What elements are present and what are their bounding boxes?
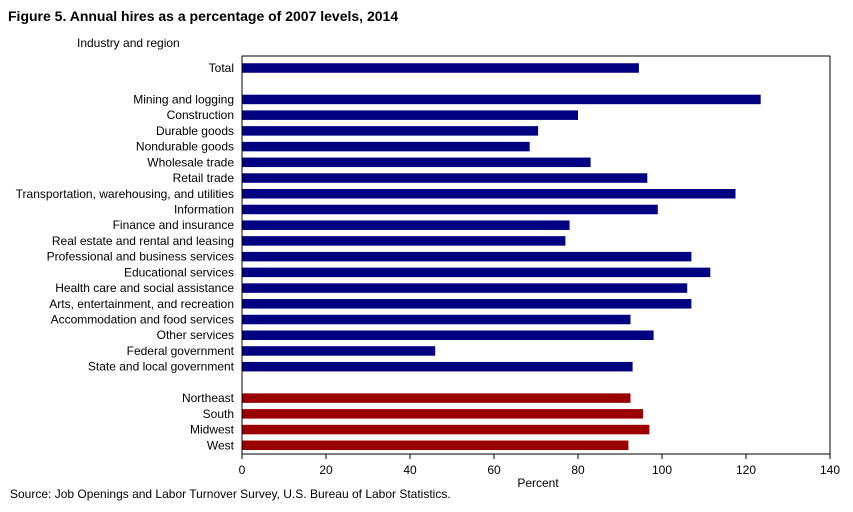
bar-federal-government [242,346,436,356]
bar-real-estate-and-rental-and-leasing [242,236,566,246]
x-tick-label-20: 20 [319,463,333,477]
bar-construction [242,110,578,120]
bar-health-care-and-social-assistance [242,283,688,293]
x-tick-label-140: 140 [820,463,840,477]
x-tick-label-100: 100 [652,463,672,477]
category-label-accommodation-and-food-services: Accommodation and food services [51,313,234,327]
category-labels-group: Total Mining and logging Construction Durab… [16,61,235,452]
bar-finance-and-insurance [242,220,570,230]
x-axis-ticks-group: 0 20 40 60 80 100 120 140 [239,454,840,477]
bar-professional-and-business-services [242,251,692,262]
x-tick-label-0: 0 [239,463,246,477]
category-label-arts-entertainment-and-recreation: Arts, entertainment, and recreation [49,297,234,311]
bar-arts-entertainment-and-recreation [242,299,692,309]
category-label-construction: Construction [167,108,234,122]
bar-south [242,409,644,419]
bars-group [242,63,761,451]
bar-wholesale-trade [242,157,591,168]
category-label-federal-government: Federal government [127,344,235,358]
source-note: Source: Job Openings and Labor Turnover … [10,487,451,501]
category-label-educational-services: Educational services [124,265,234,279]
bar-west [242,440,629,451]
bar-total [242,63,639,73]
category-label-northeast: Northeast [182,391,235,405]
category-label-wholesale-trade: Wholesale trade [147,155,234,169]
category-label-mining-and-logging: Mining and logging [133,92,234,106]
category-label-west: West [207,438,235,452]
category-label-finance-and-insurance: Finance and insurance [113,218,235,232]
bar-nondurable-goods [242,141,530,152]
bar-transportation-warehousing-and-utilities [242,189,736,199]
x-tick-label-40: 40 [403,463,417,477]
x-tick-label-60: 60 [487,463,501,477]
category-label-professional-and-business-services: Professional and business services [47,250,234,264]
bar-mining-and-logging [242,94,761,105]
bar-other-services [242,330,654,340]
bar-durable-goods [242,126,539,136]
category-label-information: Information [174,202,234,216]
category-label-south: South [203,407,234,421]
bar-accommodation-and-food-services [242,314,631,325]
bar-retail-trade [242,173,648,183]
category-label-state-and-local-government: State and local government [88,360,235,374]
x-axis-label: Percent [517,476,559,490]
bar-information [242,204,658,215]
category-label-total: Total [209,61,234,75]
chart-title: Figure 5. Annual hires as a percentage o… [8,8,399,24]
category-label-retail-trade: Retail trade [173,171,235,185]
bar-state-and-local-government [242,361,633,372]
x-tick-label-80: 80 [571,463,585,477]
category-label-midwest: Midwest [190,423,235,437]
bar-midwest [242,424,650,435]
category-label-other-services: Other services [157,328,234,342]
bar-educational-services [242,267,711,278]
category-label-nondurable-goods: Nondurable goods [136,140,234,154]
category-label-health-care-and-social-assistance: Health care and social assistance [55,281,234,295]
category-label-durable-goods: Durable goods [156,124,234,138]
x-tick-label-120: 120 [736,463,756,477]
y-axis-label: Industry and region [77,36,180,50]
category-label-transportation-warehousing-and-utilities: Transportation, warehousing, and utiliti… [16,187,234,201]
bar-northeast [242,393,631,403]
plot-frame [241,55,831,455]
category-label-real-estate-and-rental-and-leasing: Real estate and rental and leasing [52,234,234,248]
